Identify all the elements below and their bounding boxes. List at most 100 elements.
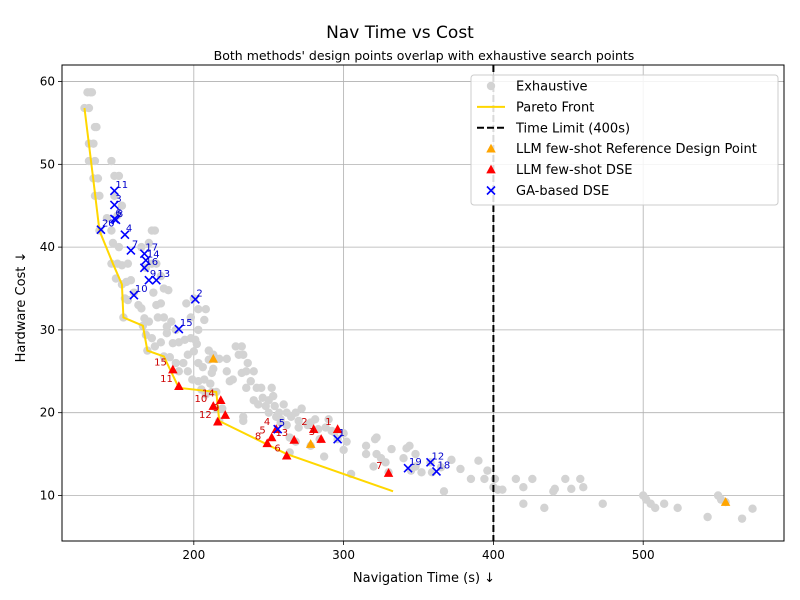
ga-label: 8 [117,209,123,220]
ga-label: 20 [102,219,115,230]
ga-label: 19 [409,457,422,468]
exhaustive-point [144,317,154,326]
exhaustive-point [93,174,103,183]
y-tick-label: 40 [40,240,55,254]
ga-point [273,424,283,434]
exhaustive-point [114,242,124,252]
exhaustive-point [239,416,248,426]
exhaustive-point [417,468,426,477]
exhaustive-point [269,391,278,401]
llm-reference-point [305,439,316,448]
exhaustive-point [279,400,288,409]
exhaustive-point [159,313,169,322]
exhaustive-point [150,226,160,235]
llm-dse-label: 4 [264,417,270,428]
x-axis-label: Navigation Time (s) ↓ [353,571,495,586]
exhaustive-point [237,368,246,378]
ga-label: 3 [115,194,121,205]
exhaustive-point [237,342,246,351]
ga-point-stroke [190,294,200,304]
llm-dse-point [316,434,326,443]
ga-label: 5 [279,418,285,429]
y-tick-label: 50 [40,157,55,171]
ga-point-stroke [126,245,136,255]
ga-point [139,263,149,273]
exhaustive-point [276,415,285,424]
ga-label: 12 [431,451,444,462]
exhaustive-point [182,299,191,308]
exhaustive-point [194,305,203,314]
exhaustive-point [141,263,151,273]
llm-dse-point [220,410,231,419]
exhaustive-point [490,474,500,484]
legend-box [470,74,779,206]
exhaustive-point [528,474,537,484]
ga-point [109,200,119,210]
ga-point-stroke [96,225,106,235]
exhaustive-point [242,383,251,393]
exhaustive-point [387,444,396,454]
exhaustive-point [102,213,112,223]
legend-label-ga: GA-based DSE [516,184,609,199]
exhaustive-point [249,367,258,376]
exhaustive-point [191,335,200,345]
exhaustive-point [206,379,215,388]
exhaustive-point [579,482,588,492]
exhaustive-point [95,191,104,200]
exhaustive-point [498,485,507,494]
exhaustive-point [164,285,173,295]
exhaustive-point [117,201,127,210]
ga-point [144,275,154,285]
llm-dse-point [208,401,219,410]
ga-label: 15 [180,318,193,329]
ga-point-stroke [403,463,413,473]
ga-point [129,290,139,300]
exhaustive-point [737,514,747,523]
ga-point-stroke [151,275,161,285]
ga-label: 17 [145,243,158,254]
y-tick-label: 60 [40,75,55,89]
exhaustive-point [519,482,528,492]
exhaustive-point [703,512,712,522]
exhaustive-point [89,139,98,148]
llm-dse-label: 12 [199,410,212,421]
ga-point-stroke [273,424,283,434]
exhaustive-point [165,353,175,362]
plot-marks: 1234567891011121314151234567891011121314… [80,65,757,541]
ga-point [139,249,149,259]
ga-label: 6 [115,208,121,219]
exhaustive-point [447,455,456,465]
exhaustive-point [84,103,94,113]
ga-point [431,466,442,477]
ga-point-stroke [120,230,130,240]
legend-label-exhaustive: Exhaustive [516,80,588,95]
llm-dse-point [289,435,299,444]
exhaustive-point [673,503,682,513]
llm-reference-point [720,497,731,506]
exhaustive-point [239,350,248,359]
exhaustive-point [107,226,116,235]
llm-dse-label: 6 [274,444,280,455]
ga-point-stroke [111,215,121,225]
exhaustive-point [369,462,378,471]
exhaustive-point [200,315,209,325]
ga-point [111,215,121,225]
exhaustive-point [372,433,381,442]
llm-dse-label: 8 [255,431,261,442]
ga-point [174,324,184,334]
exhaustive-point [152,259,161,268]
exhaustive-point [748,504,757,513]
exhaustive-point [511,474,521,484]
exhaustive-point [156,338,166,347]
ga-point [120,230,130,240]
llm-reference-point [208,353,219,363]
exhaustive-point [150,342,160,351]
ga-label: 4 [126,224,132,235]
legend-swatch-ga [486,185,496,196]
exhaustive-point [561,474,570,484]
exhaustive-point [92,122,101,132]
exhaustive-point [200,375,209,384]
llm-dse-label: 2 [301,417,307,428]
legend-swatch-exhaustive [486,81,496,91]
llm-dse-point [266,432,277,442]
